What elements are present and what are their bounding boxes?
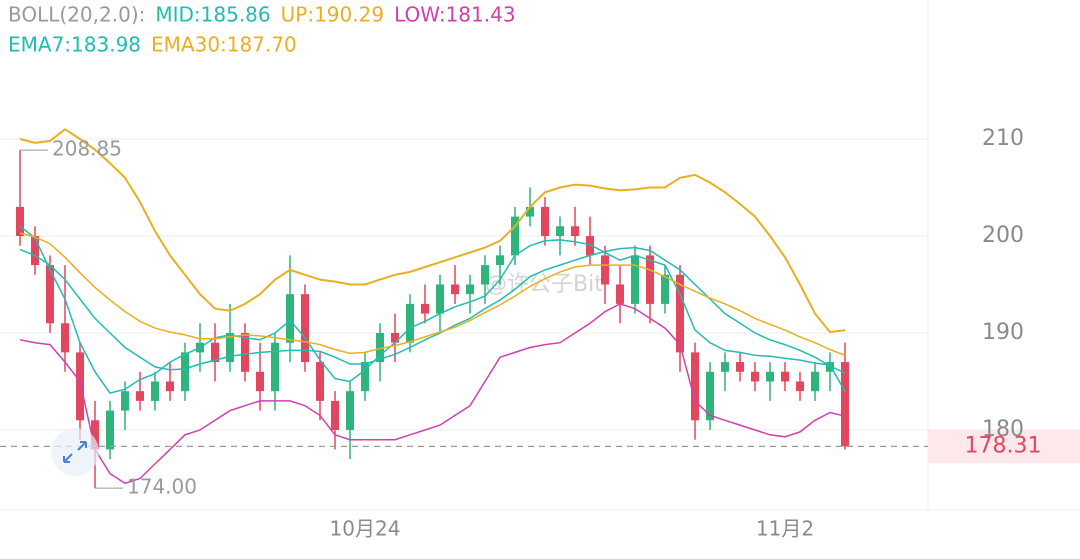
last-price-box	[928, 429, 1080, 464]
last-price-label: 178.31	[965, 433, 1042, 458]
candle-body	[721, 362, 729, 372]
candle-body	[826, 362, 834, 372]
legend-entry: UP:190.29	[281, 3, 384, 27]
candle-body	[601, 255, 609, 285]
grid	[0, 138, 928, 431]
legend-entry: LOW:181.43	[394, 3, 516, 27]
x-tick-label: 10月24	[330, 517, 401, 541]
candle-body	[706, 371, 714, 421]
annotation-label: 174.00	[127, 475, 197, 499]
candle-body	[586, 235, 594, 256]
legend-entry: BOLL(20,2.0):	[8, 3, 145, 27]
candle-body	[436, 284, 444, 314]
legend: BOLL(20,2.0): MID:185.86 UP:190.29 LOW:181.…	[8, 3, 516, 57]
legend-entry: MID:185.86	[155, 3, 270, 27]
candle-body	[121, 391, 129, 411]
candle-body	[301, 294, 309, 363]
expand-icon	[63, 441, 87, 463]
y-tick-label: 210	[982, 126, 1024, 151]
x-tick-label: 11月2	[756, 517, 814, 541]
candle-body	[331, 400, 339, 430]
candle-body	[751, 371, 759, 382]
candle-body	[841, 362, 849, 447]
candle-body	[241, 332, 249, 372]
indicator-line	[19, 225, 846, 394]
candle-body	[511, 216, 519, 256]
candle-body	[16, 206, 24, 236]
legend-entry: EMA30:187.70	[151, 33, 297, 57]
candle-body	[106, 410, 114, 450]
candle-body	[766, 371, 774, 382]
candle-body	[421, 303, 429, 314]
y-tick-label: 180	[982, 417, 1024, 442]
candle-body	[526, 206, 534, 217]
candle-body	[616, 284, 624, 304]
axes: 180 190 200 210 10月24 11月2	[330, 126, 1024, 541]
candle-body	[571, 226, 579, 236]
indicator-line	[19, 128, 846, 334]
candle-body	[496, 255, 504, 266]
indicator-line	[19, 232, 846, 356]
candle-body	[451, 284, 459, 295]
candle-body	[631, 255, 639, 304]
candle-body	[76, 352, 84, 421]
candle-body	[151, 381, 159, 401]
candles	[16, 150, 849, 489]
candle-body	[286, 294, 294, 343]
candle-body	[256, 371, 264, 392]
candle-body	[46, 265, 54, 324]
candle-body	[541, 206, 549, 236]
annotations: 208.85 174.00 178.31	[0, 137, 1080, 499]
candle-body	[181, 352, 189, 392]
candle-body	[61, 323, 69, 353]
candle-body	[346, 391, 354, 430]
candle-body	[736, 362, 744, 372]
candle-body	[226, 332, 234, 363]
candle-body	[166, 381, 174, 392]
candle-body	[466, 284, 474, 295]
candle-body	[391, 332, 399, 343]
candle-body	[376, 332, 384, 363]
expand-button[interactable]	[51, 428, 99, 476]
legend-entry: EMA7:183.98	[8, 33, 141, 57]
candle-body	[811, 371, 819, 392]
candle-body	[136, 391, 144, 401]
indicator-lines	[19, 128, 846, 485]
candle-body	[661, 274, 669, 304]
candle-body	[211, 342, 219, 363]
candle-body	[31, 235, 39, 266]
candle-body	[271, 342, 279, 392]
candle-body	[406, 303, 414, 343]
candle-body	[691, 352, 699, 421]
candle-body	[556, 226, 564, 236]
candle-body	[316, 362, 324, 401]
candle-body	[361, 362, 369, 392]
candle-body	[646, 255, 654, 304]
watermark: @许公子Bit	[485, 272, 603, 297]
candle-body	[91, 420, 99, 450]
y-tick-label: 190	[982, 320, 1024, 345]
y-tick-label: 200	[982, 223, 1024, 248]
candle-body	[481, 265, 489, 285]
annotation-label: 208.85	[52, 137, 122, 161]
candle-body	[781, 371, 789, 382]
candle-body	[676, 274, 684, 353]
candle-body	[796, 381, 804, 392]
indicator-line	[19, 303, 846, 485]
